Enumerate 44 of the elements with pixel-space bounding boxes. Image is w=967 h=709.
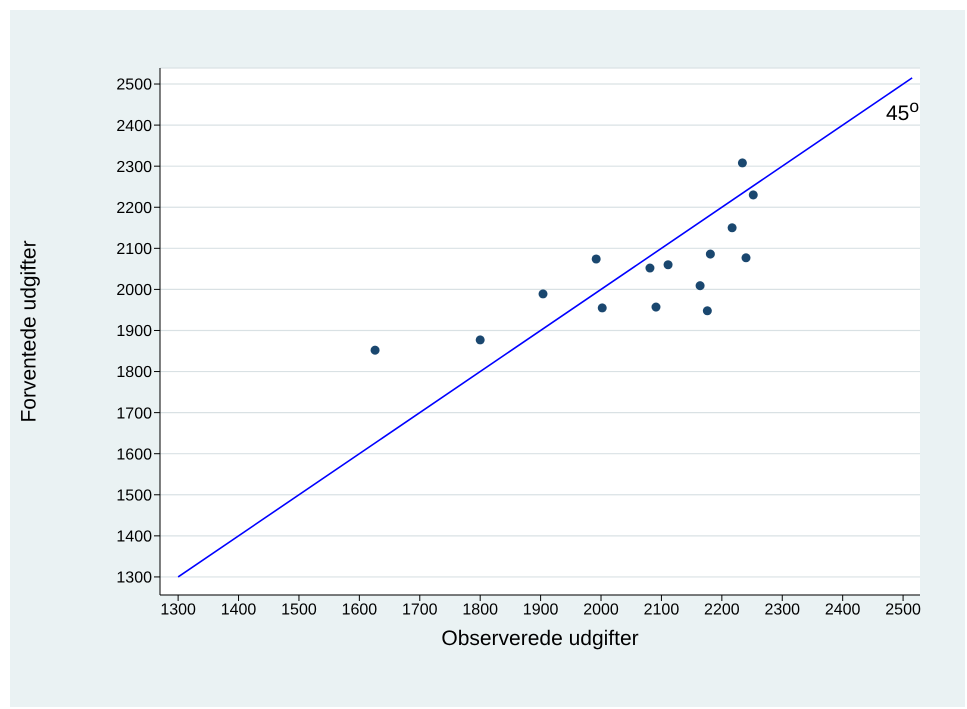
y-tick-label: 1400 [116,528,152,546]
x-tick-label: 2400 [824,601,861,618]
y-tick-label: 2300 [116,158,152,176]
x-tick-label: 2300 [764,601,800,618]
x-tick-label: 2100 [644,601,680,618]
y-tick-label: 1800 [116,364,152,382]
point [476,335,485,344]
point [370,346,380,355]
y-tick-label: 2400 [116,118,152,135]
point [664,260,673,270]
x-tick-label: 1500 [281,601,317,618]
y-tick-label: 2000 [116,282,152,300]
y-tick-label: 2100 [116,241,152,258]
x-axis-title: Observerede udgifter [441,627,639,650]
y-tick-label: 1600 [116,446,152,464]
y-tick-label: 1300 [116,570,152,587]
point [645,264,654,273]
x-tick-label: 2200 [704,601,740,618]
point [538,289,548,298]
y-tick-label: 2200 [116,200,152,217]
point [741,253,751,262]
point [748,190,758,200]
x-tick-label: 1400 [220,601,256,618]
x-tick-label: 2000 [583,601,619,618]
x-tick-label: 1700 [402,601,438,618]
point [728,223,737,232]
y-tick-label: 1700 [116,405,152,422]
point [651,302,661,312]
point [738,158,747,168]
y-tick-label: 2500 [116,76,152,94]
point [702,306,712,316]
x-tick-label: 1300 [160,601,196,618]
y-tick-label: 1500 [116,487,152,504]
x-tick-label: 1600 [342,601,378,618]
x-tick-label: 1800 [462,601,498,618]
point [706,250,715,259]
point [592,254,601,264]
x-tick-label: 1900 [522,601,559,618]
x-tick-label: 2500 [885,601,921,618]
annotation: 45$^{o}$ [886,96,920,126]
point [598,303,607,312]
point [696,281,705,290]
y-axis-title: Forventede udgifter [17,240,40,423]
y-tick-label: 1900 [116,323,152,340]
